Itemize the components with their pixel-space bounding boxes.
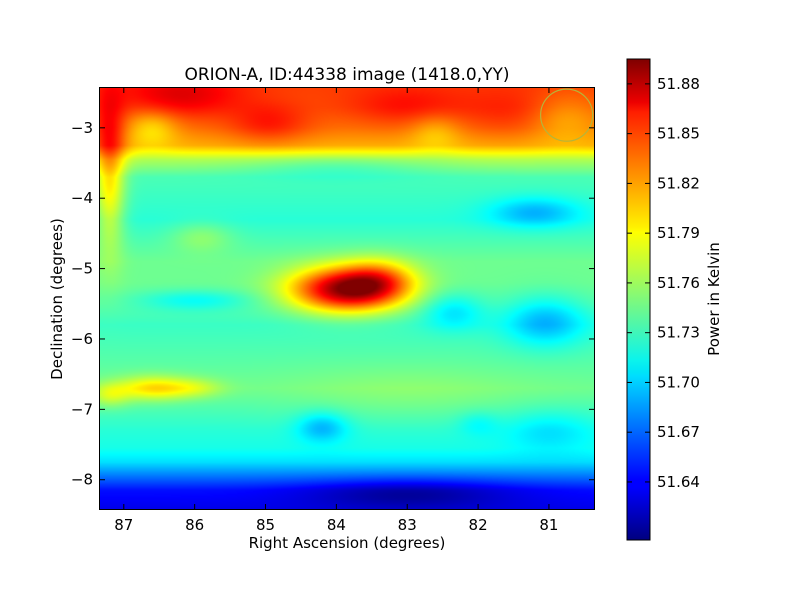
- y-tick-label: −8: [71, 471, 93, 489]
- x-tick-label: 86: [185, 516, 204, 534]
- colorbar-tick-label: 51.76: [657, 274, 700, 292]
- colorbar-tick-label: 51.85: [657, 125, 700, 143]
- x-tick-label: 82: [469, 516, 488, 534]
- x-axis: 87 86 85 84 83 82 81: [114, 87, 558, 534]
- x-tick-label: 84: [327, 516, 346, 534]
- colorbar-tick-label: 51.73: [657, 324, 700, 342]
- x-tick-label: 85: [256, 516, 275, 534]
- y-axis: −3 −4 −5 −6 −7 −8: [71, 119, 595, 489]
- colorbar-tick-label: 51.79: [657, 224, 700, 242]
- x-tick-label: 87: [114, 516, 133, 534]
- x-tick-label: 83: [398, 516, 417, 534]
- colorbar-tick-label: 51.82: [657, 174, 700, 192]
- y-axis-label: Declination (degrees): [48, 218, 66, 380]
- x-tick-label: 81: [539, 516, 558, 534]
- heatmap-plot-area: [99, 87, 595, 510]
- colorbar-label: Power in Kelvin: [705, 242, 723, 356]
- colorbar-tick-label: 51.64: [657, 473, 700, 491]
- y-tick-label: −5: [71, 260, 93, 278]
- y-tick-label: −7: [71, 400, 93, 418]
- y-tick-label: −6: [71, 330, 93, 348]
- colorbar: [626, 58, 651, 541]
- colorbar-tick-label: 51.88: [657, 75, 700, 93]
- y-tick-label: −3: [71, 119, 93, 137]
- x-axis-label: Right Ascension (degrees): [249, 534, 446, 552]
- chart-title: ORION-A, ID:44338 image (1418.0,YY): [184, 65, 509, 85]
- colorbar-ticks: 51.64 51.67 51.70 51.73 51.76 51.79 51.82 51.85…: [627, 75, 700, 491]
- colorbar-tick-label: 51.67: [657, 423, 700, 441]
- plot-frame: [99, 87, 595, 510]
- colorbar-tick-label: 51.70: [657, 373, 700, 391]
- y-tick-label: −4: [71, 189, 93, 207]
- beam-marker: [540, 88, 594, 142]
